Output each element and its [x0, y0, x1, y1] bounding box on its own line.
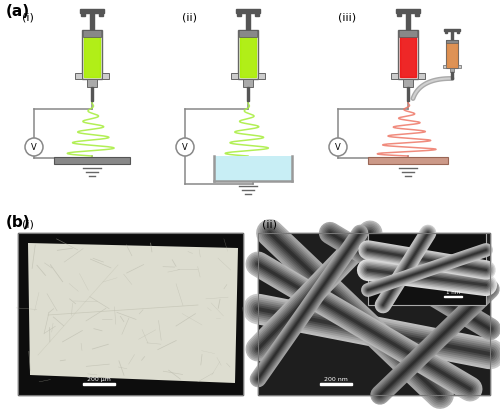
Bar: [255, 13, 258, 17]
Bar: [398, 13, 401, 17]
Bar: [99, 13, 102, 17]
Bar: [54, 157, 130, 164]
Bar: [83, 383, 115, 385]
Text: 200 μm: 200 μm: [87, 376, 111, 381]
Bar: [242, 79, 254, 88]
Bar: [232, 74, 238, 79]
Bar: [320, 383, 352, 385]
Bar: [418, 74, 424, 79]
Text: (i): (i): [22, 220, 34, 229]
Bar: [246, 13, 250, 31]
Circle shape: [329, 139, 347, 157]
Bar: [444, 296, 462, 297]
Bar: [368, 234, 486, 305]
Bar: [451, 32, 453, 41]
Bar: [258, 74, 264, 79]
Bar: [400, 36, 416, 78]
Text: (iii): (iii): [338, 13, 356, 23]
Bar: [214, 157, 292, 182]
Text: (ii): (ii): [182, 13, 197, 23]
Bar: [399, 31, 417, 38]
Bar: [80, 10, 104, 13]
Bar: [368, 157, 448, 164]
Bar: [246, 88, 250, 101]
Bar: [102, 74, 108, 79]
Text: V: V: [335, 143, 341, 152]
Bar: [82, 31, 102, 79]
Bar: [18, 234, 243, 395]
Bar: [446, 41, 458, 44]
Text: V: V: [182, 143, 188, 152]
Bar: [90, 88, 94, 101]
Bar: [238, 13, 241, 17]
Polygon shape: [28, 243, 238, 383]
Bar: [450, 68, 454, 73]
Text: 1 nm: 1 nm: [446, 289, 460, 294]
Bar: [236, 10, 260, 13]
Text: (ii): (ii): [262, 220, 277, 229]
Bar: [82, 13, 85, 17]
Bar: [457, 32, 459, 34]
Bar: [444, 30, 460, 32]
Bar: [398, 31, 417, 79]
Bar: [84, 36, 100, 78]
Text: (a): (a): [6, 4, 30, 19]
Bar: [90, 13, 94, 31]
Circle shape: [176, 139, 194, 157]
Bar: [76, 74, 82, 79]
Bar: [402, 79, 413, 88]
Bar: [240, 36, 256, 78]
Bar: [446, 41, 458, 68]
Bar: [406, 88, 410, 101]
Bar: [258, 234, 490, 395]
Bar: [392, 74, 398, 79]
Bar: [396, 10, 420, 13]
Bar: [83, 31, 101, 38]
Bar: [447, 43, 457, 67]
Bar: [415, 13, 418, 17]
Text: (b): (b): [6, 214, 30, 229]
Bar: [445, 32, 447, 34]
Text: V: V: [31, 143, 37, 152]
Bar: [238, 31, 258, 79]
Bar: [458, 65, 462, 68]
Bar: [86, 79, 98, 88]
Text: (i): (i): [22, 13, 34, 23]
Bar: [406, 13, 410, 31]
Text: 200 nm: 200 nm: [324, 376, 348, 381]
Bar: [18, 234, 243, 395]
Bar: [258, 234, 490, 395]
Circle shape: [25, 139, 43, 157]
Bar: [239, 31, 257, 38]
Bar: [442, 65, 446, 68]
